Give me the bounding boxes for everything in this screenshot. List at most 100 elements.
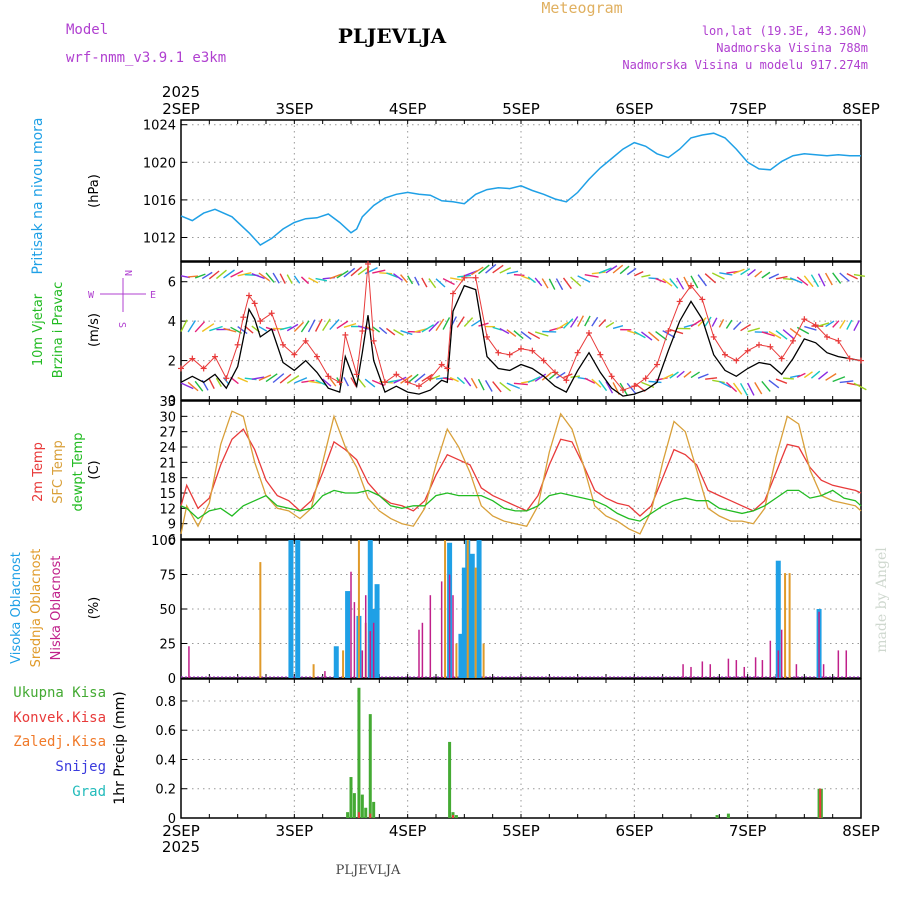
wind-arrow — [379, 272, 393, 275]
legend-east: E — [150, 290, 156, 301]
gust-marker — [699, 296, 706, 303]
cloud-title-0: Visoka Oblacnost — [9, 552, 24, 664]
wind-arrow — [279, 273, 286, 284]
wind-arrow — [634, 270, 644, 277]
cloud-bar — [761, 660, 764, 678]
gust-marker — [461, 274, 468, 281]
wind-arrow — [237, 325, 248, 335]
wind-arrow — [541, 371, 553, 381]
panel: 1012 1016 1020 1024 — [143, 119, 862, 262]
wind-arrow — [534, 277, 543, 287]
wind-arrow — [258, 374, 272, 382]
temp-line — [180, 489, 862, 522]
wind-arrow — [676, 370, 685, 379]
gust-marker — [790, 337, 796, 344]
wind-arrow — [499, 327, 510, 335]
wind-arrow — [350, 266, 363, 277]
wind-arrow — [598, 319, 607, 328]
wind-arrow — [230, 270, 244, 278]
wind-arrow — [428, 320, 440, 332]
wind-arrow — [697, 373, 709, 379]
y-tick-label: 12 — [159, 502, 176, 517]
wind-arrow — [343, 322, 357, 328]
wind-arrow — [265, 373, 278, 383]
wind-arrow — [357, 377, 366, 388]
cloud-title-2: Niska Oblacnost — [49, 556, 64, 661]
pressure-ylabel: (hPa) — [87, 174, 102, 208]
model-label: Model — [66, 22, 108, 38]
cloud-bar — [357, 540, 360, 678]
gust-marker — [642, 375, 649, 382]
wind-arrow — [556, 371, 566, 379]
top-date-label: 2SEP — [162, 100, 200, 118]
y-tick-label: 15 — [159, 487, 176, 502]
watermark: made by Angel — [874, 547, 890, 653]
precip-bar — [357, 812, 360, 818]
cloud-bar — [440, 581, 443, 678]
wind-arrow — [286, 323, 299, 332]
gust-marker — [359, 328, 366, 334]
wind-arrow — [477, 378, 485, 391]
y-tick-label: 0 — [168, 672, 176, 687]
y-tick-label: 0.6 — [155, 724, 176, 739]
wind-arrow — [761, 271, 771, 279]
legend-west: W — [88, 290, 95, 301]
wind-arrow — [336, 270, 349, 279]
wind-arrow — [470, 377, 478, 389]
wind-arrow — [768, 379, 780, 389]
wind-arrow — [237, 376, 249, 383]
gust-marker — [846, 355, 853, 362]
wind-arrows — [180, 263, 867, 396]
wind-arrow — [719, 272, 733, 276]
cloud-bar — [837, 650, 840, 678]
wind-arrow — [492, 264, 504, 274]
wind-arrow — [846, 319, 853, 330]
model-name: wrf-nmm_v3.9.1 e3km — [66, 50, 226, 66]
wind-arrow — [314, 318, 323, 332]
wind-arrow — [740, 268, 751, 276]
y-tick-label: 30 — [159, 410, 176, 425]
wind-arrow — [201, 271, 213, 280]
bottom-date-axis: 2SEP 3SEP 4SEP 5SEP 6SEP 7SEP 8SEP — [162, 822, 880, 840]
cloud-bar — [353, 602, 356, 678]
wind-arrow — [789, 327, 802, 338]
wind-arrow — [371, 325, 381, 333]
wind-arrow — [584, 273, 599, 278]
cloud-bar — [466, 540, 469, 678]
cloud-bar — [709, 664, 712, 678]
top-date-label: 3SEP — [276, 100, 314, 118]
bottom-date-label: 5SEP — [502, 822, 540, 840]
y-tick-label: 27 — [159, 426, 176, 441]
gust-marker — [189, 355, 196, 362]
wind-arrow — [308, 277, 319, 284]
wind-arrow — [804, 325, 817, 331]
wind-arrow — [683, 276, 691, 290]
wind-arrow — [407, 275, 414, 285]
wind-arrow — [669, 278, 679, 289]
gust-marker — [444, 365, 451, 372]
temp-title-1: SFC Temp — [51, 440, 66, 504]
gust-marker — [586, 329, 592, 336]
gust-marker — [280, 341, 286, 348]
wind-arrow — [478, 264, 490, 275]
wind-arrow — [712, 379, 725, 384]
precip-legend-0: Ukupna Kisa — [13, 685, 106, 701]
wind-arrow — [414, 373, 426, 383]
wind-title-line2: Brzina i Pravac — [51, 282, 66, 379]
wind-arrow — [485, 263, 497, 274]
wind-arrow — [619, 265, 630, 275]
temp-title-0: 2m Temp — [31, 442, 46, 502]
y-tick-label: 25 — [159, 638, 176, 653]
wind-arrow — [414, 276, 420, 286]
wind-arrow — [492, 326, 502, 331]
cloud-bar — [188, 646, 190, 678]
wind-arrow — [577, 275, 591, 283]
wind-arrow — [400, 274, 408, 284]
wind-arrow — [208, 270, 220, 280]
wind-arrow — [591, 316, 599, 327]
year-label-bottom: 2025 — [162, 838, 200, 856]
gust-marker — [801, 316, 808, 323]
top-date-label: 5SEP — [502, 100, 540, 118]
wind-arrow — [803, 275, 814, 288]
